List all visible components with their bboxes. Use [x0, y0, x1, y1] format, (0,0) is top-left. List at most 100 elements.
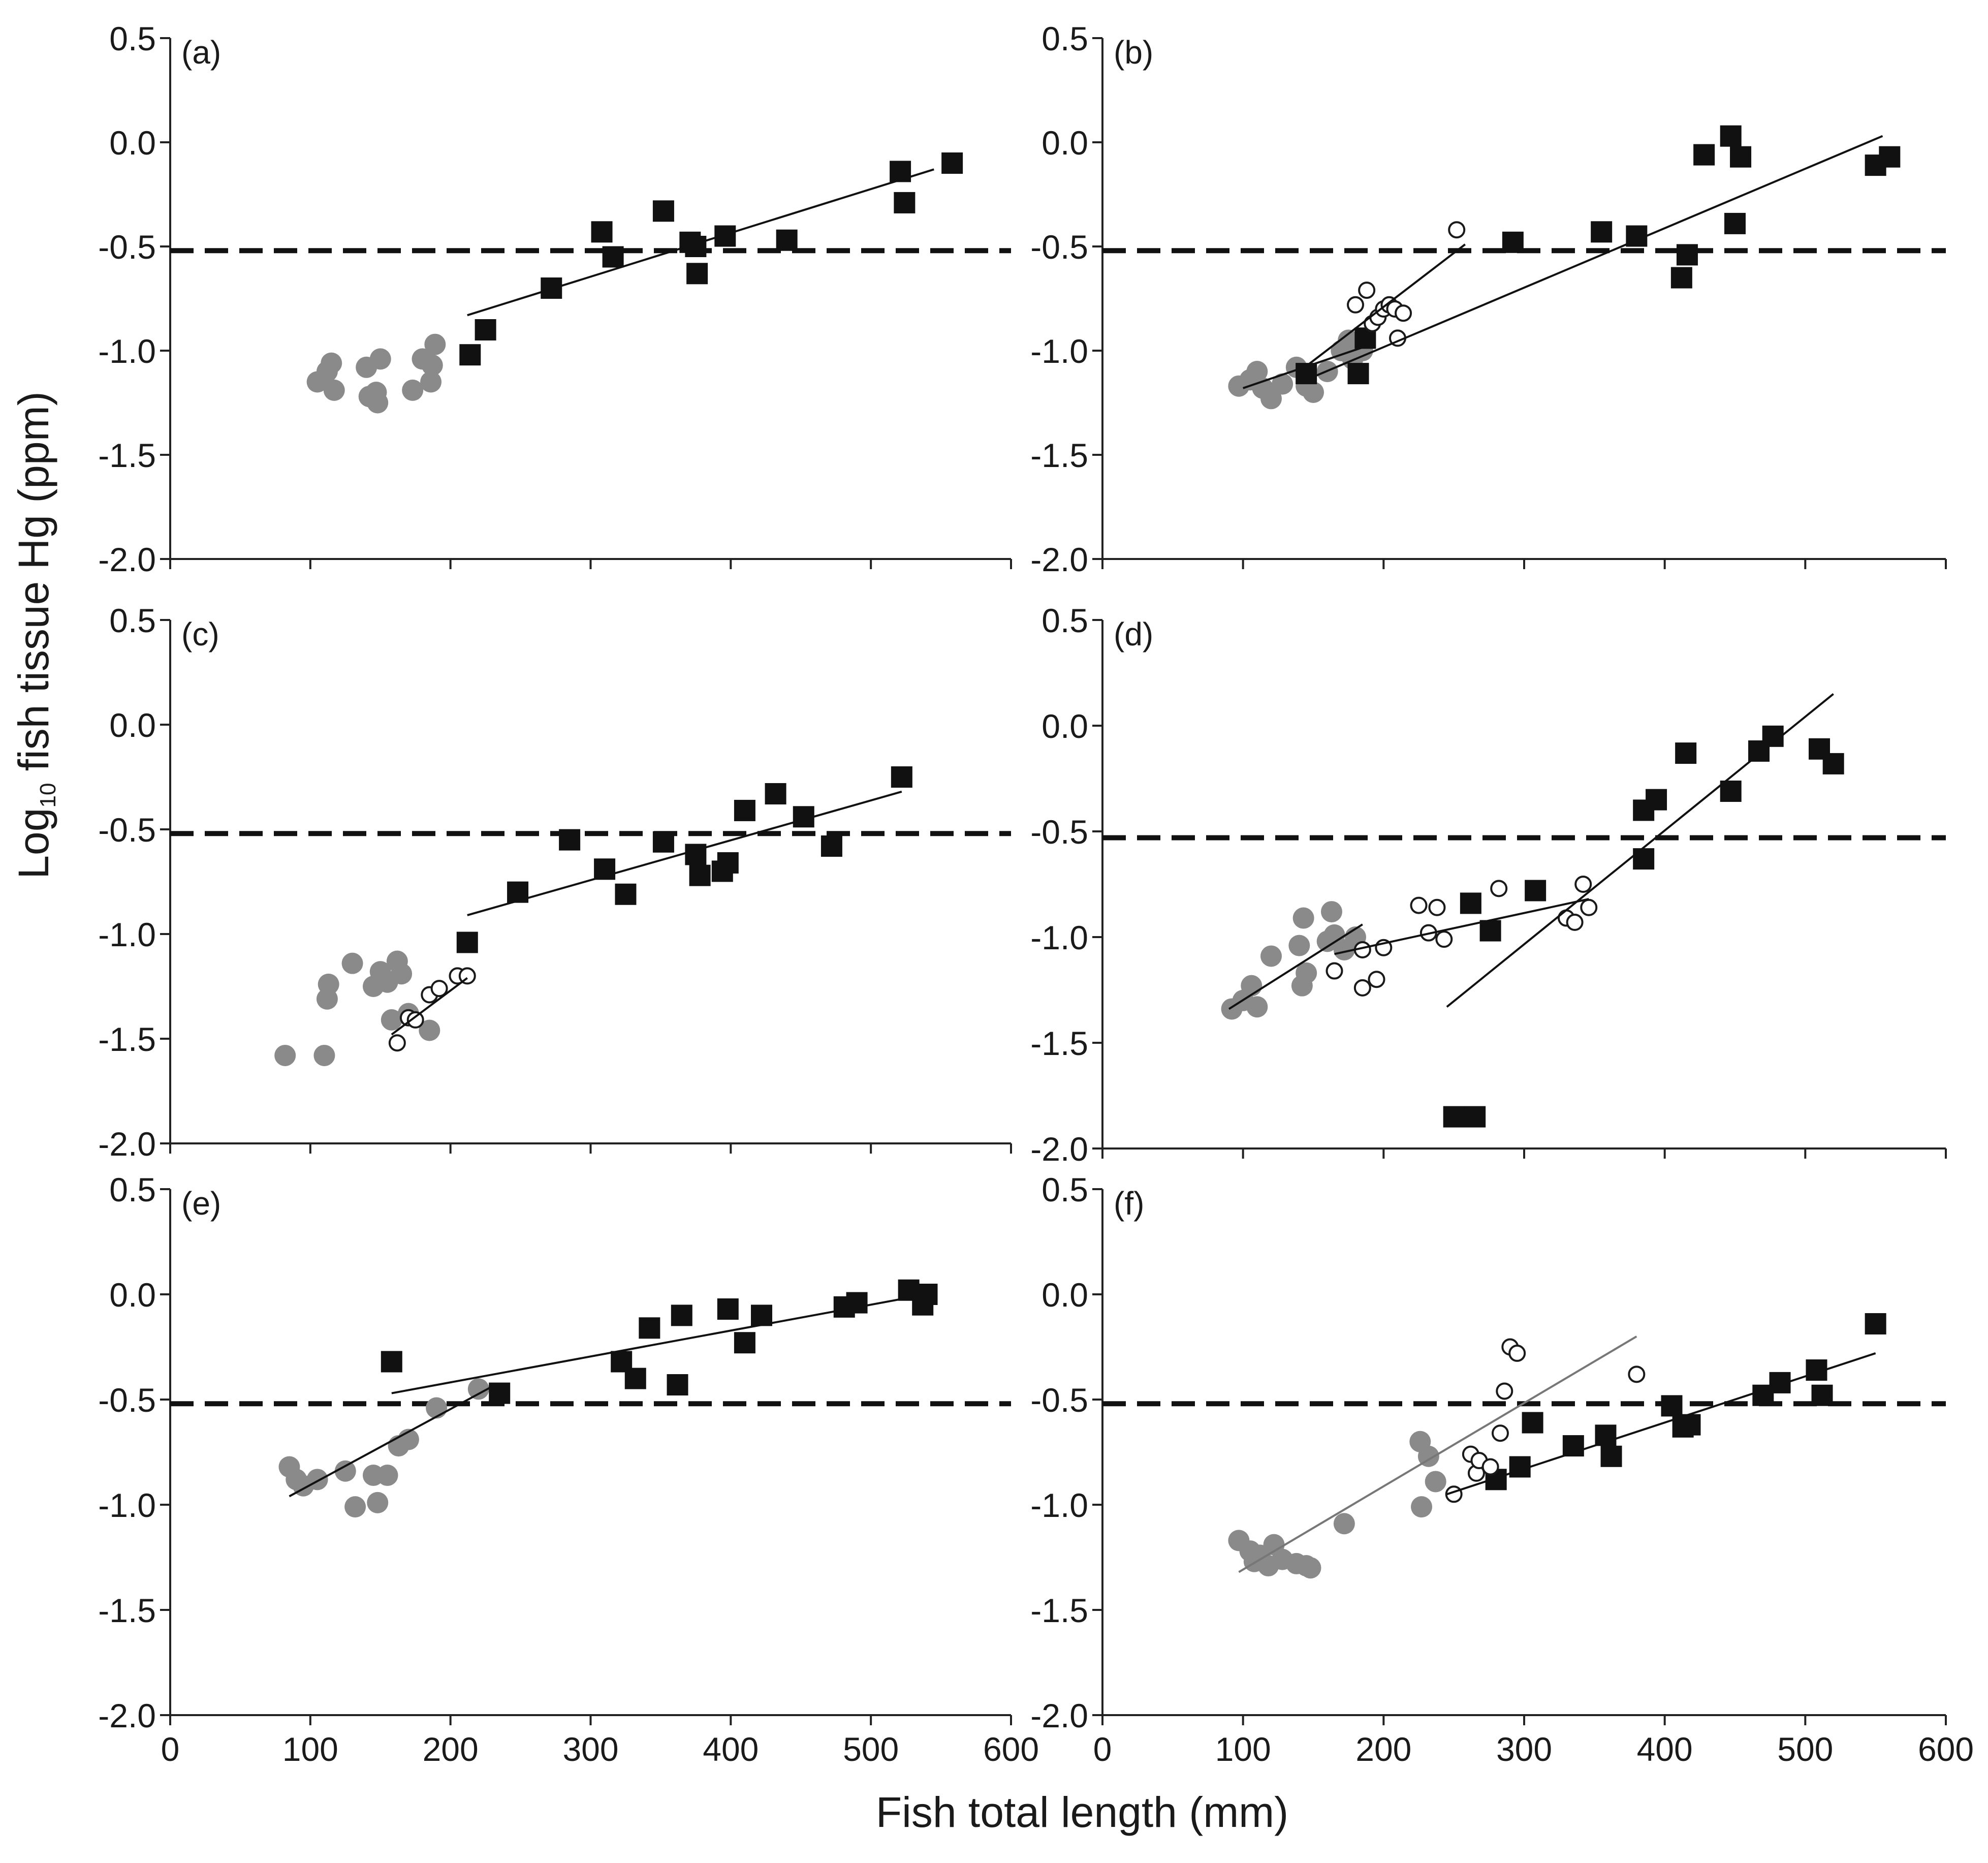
panel-label-c: (c) — [181, 616, 219, 653]
data-point-square — [1464, 1106, 1486, 1128]
data-point-grey-circle — [419, 1019, 440, 1041]
fit-line-square — [1306, 135, 1883, 381]
data-point-square — [1724, 212, 1746, 234]
fit-line-open_circle — [1299, 243, 1466, 372]
y-tick-label: 0.5 — [109, 602, 156, 639]
data-point-grey-circle — [1333, 1513, 1355, 1535]
data-point-square — [652, 831, 674, 853]
data-point-grey-circle — [344, 1496, 366, 1518]
data-point-grey-circle — [1246, 996, 1268, 1018]
data-point-square — [1730, 146, 1752, 168]
data-point-grey-circle — [313, 1044, 335, 1066]
data-point-square — [1675, 742, 1697, 764]
x-tick-label: 100 — [1215, 1730, 1271, 1768]
data-point-open-circle — [388, 1034, 406, 1052]
data-point-grey-circle — [306, 1469, 328, 1491]
x-tick-label: 400 — [703, 1730, 759, 1768]
x-tick-label: 600 — [983, 1730, 1039, 1768]
x-tick-label: 0 — [161, 1730, 180, 1768]
data-point-grey-circle — [1288, 935, 1310, 956]
data-point-open-circle — [430, 980, 448, 998]
data-point-open-circle — [1508, 1344, 1526, 1362]
data-point-square — [1693, 144, 1715, 166]
data-point-square — [776, 229, 798, 251]
x-tick-label: 600 — [1918, 1730, 1974, 1768]
data-point-open-circle — [1481, 1458, 1499, 1476]
y-tick-label: -1.0 — [1030, 332, 1088, 370]
data-point-open-circle — [406, 1011, 424, 1029]
data-point-square — [475, 319, 496, 340]
data-point-square — [602, 246, 624, 268]
data-point-open-circle — [1435, 930, 1453, 948]
data-point-square — [717, 852, 739, 874]
data-point-open-circle — [1395, 304, 1412, 322]
data-point-grey-circle — [1303, 382, 1324, 403]
data-point-square — [1522, 1412, 1543, 1434]
fit-line-square — [467, 168, 934, 317]
y-tick-label: -1.5 — [98, 1592, 156, 1629]
fit-line-square — [467, 790, 902, 916]
y-tick-label: 0.5 — [1042, 1171, 1088, 1208]
y-tick-label: -2.0 — [98, 541, 156, 578]
data-point-square — [894, 192, 916, 213]
data-point-grey-circle — [1300, 1557, 1321, 1579]
data-point-square — [381, 1351, 402, 1373]
data-point-open-circle — [1326, 962, 1343, 980]
fit-line-square — [1446, 693, 1834, 1008]
data-point-open-circle — [1628, 1365, 1646, 1383]
data-point-square — [1661, 1395, 1683, 1417]
data-point-square — [639, 1317, 660, 1339]
data-point-open-circle — [1490, 880, 1508, 897]
y-tick-label: -1.0 — [1030, 919, 1088, 956]
data-point-square — [689, 864, 711, 886]
data-point-open-circle — [1353, 979, 1371, 997]
data-point-square — [685, 844, 707, 865]
data-point-open-circle — [1368, 971, 1385, 988]
data-point-grey-circle — [1320, 901, 1342, 923]
fit-line-square — [1446, 1352, 1876, 1496]
y-tick-label: 0.0 — [109, 124, 156, 162]
y-tick-label: 0.5 — [109, 20, 156, 57]
data-point-square — [559, 829, 581, 851]
data-point-grey-circle — [402, 379, 424, 401]
data-point-square — [652, 200, 674, 222]
data-point-square — [1502, 231, 1524, 253]
y-tick-label: -2.0 — [98, 1697, 156, 1734]
data-point-square — [1479, 920, 1501, 942]
y-axis-title-suffix: fish tissue Hg (ppm) — [10, 391, 57, 783]
y-tick-label: 0.5 — [1042, 602, 1088, 639]
y-tick-label: 0.0 — [109, 1276, 156, 1314]
x-tick-label: 300 — [562, 1730, 618, 1768]
data-point-square — [846, 1292, 868, 1314]
panel-c: 0.5 0.0 -0.5 -1.0 -1.5 -2.0 (c) — [98, 602, 1012, 1163]
data-point-grey-circle — [367, 392, 389, 414]
y-tick-label: -1.5 — [1030, 437, 1088, 474]
data-point-grey-circle — [1292, 907, 1314, 929]
data-point-square — [1525, 880, 1547, 902]
panel-b: 0.5 0.0 -0.5 -1.0 -1.5 -2.0 (b) — [1030, 20, 1947, 578]
data-point-grey-circle — [421, 354, 443, 376]
data-point-grey-circle — [424, 333, 446, 355]
data-point-square — [615, 883, 637, 905]
data-point-grey-circle — [369, 348, 391, 370]
data-point-square — [821, 835, 842, 857]
x-tick-label: 500 — [843, 1730, 899, 1768]
data-point-square — [1679, 1414, 1701, 1436]
data-point-grey-circle — [318, 973, 339, 995]
panel-label-a: (a) — [181, 34, 221, 71]
data-point-grey-circle — [323, 379, 345, 401]
data-point-square — [751, 1305, 773, 1326]
data-point-square — [717, 1298, 739, 1320]
x-tick-label: 100 — [282, 1730, 338, 1768]
data-point-square — [1865, 1313, 1886, 1334]
data-point-square — [1347, 363, 1369, 385]
y-tick-label: -0.5 — [1030, 813, 1088, 851]
data-point-square — [459, 344, 481, 366]
panel-label-b: (b) — [1114, 34, 1153, 71]
data-point-open-circle — [1448, 221, 1466, 239]
panel-a: 0.5 0.0 -0.5 -1.0 -1.5 -2.0 (a) — [98, 20, 1012, 578]
y-axis-title-prefix: Log — [10, 808, 57, 879]
data-point-grey-circle — [367, 1492, 389, 1513]
data-point-square — [1822, 753, 1844, 774]
data-point-open-circle — [1566, 913, 1584, 931]
